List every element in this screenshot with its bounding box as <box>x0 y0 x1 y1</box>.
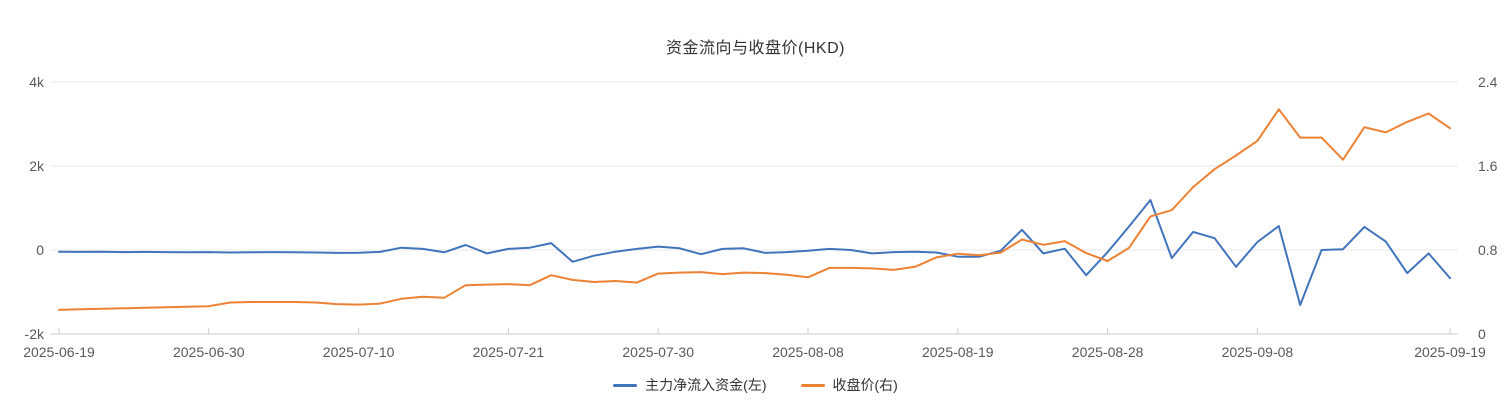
x-axis-tick-label: 2025-06-30 <box>173 344 245 360</box>
right-axis-tick-label: 0.8 <box>1478 242 1498 258</box>
x-axis-tick-label: 2025-08-08 <box>772 344 844 360</box>
x-axis-tick-label: 2025-08-28 <box>1072 344 1144 360</box>
left-axis-tick-label: 0 <box>36 242 44 258</box>
close-price-line[interactable] <box>58 108 1451 311</box>
x-axis-tick-label: 2025-07-30 <box>622 344 694 360</box>
legend: 主力净流入资金(左) 收盘价(右) <box>0 372 1511 398</box>
netflow-line[interactable] <box>58 199 1451 306</box>
left-axis-tick-label: 2k <box>29 158 45 174</box>
x-axis-tick-label: 2025-08-19 <box>922 344 994 360</box>
right-axis-tick-label: 1.6 <box>1478 158 1498 174</box>
x-axis-tick-label: 2025-07-21 <box>473 344 545 360</box>
netflow-legend-marker-icon <box>613 383 638 387</box>
x-axis-tick-label: 2025-06-19 <box>23 344 95 360</box>
close-price-legend-marker-icon <box>800 383 825 387</box>
left-axis-tick-label: 4k <box>29 74 45 90</box>
left-axis-tick-label: -2k <box>25 326 45 342</box>
right-axis-tick-label: 2.4 <box>1478 74 1498 90</box>
x-axis-tick-label: 2025-07-10 <box>323 344 395 360</box>
chart-title: 资金流向与收盘价(HKD) <box>666 40 845 57</box>
close-price-legend-label: 收盘价(右) <box>832 377 898 393</box>
right-axis-tick-label: 0 <box>1478 326 1486 342</box>
legend-item-close-price[interactable]: 收盘价(右) <box>800 375 898 395</box>
x-axis-tick-label: 2025-09-08 <box>1222 344 1294 360</box>
netflow-legend-label: 主力净流入资金(左) <box>645 377 767 393</box>
legend-item-netflow[interactable]: 主力净流入资金(左) <box>613 375 767 395</box>
x-axis-tick-label: 2025-09-19 <box>1414 344 1486 360</box>
